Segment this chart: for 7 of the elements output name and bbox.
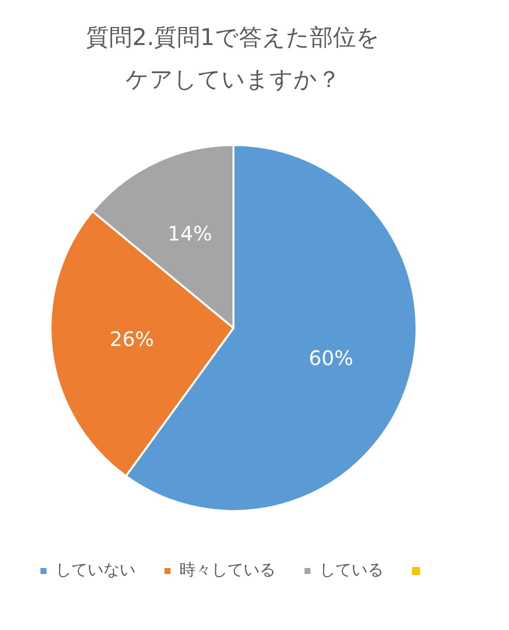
data-label: 26% [110, 327, 154, 352]
data-label: 14% [168, 221, 212, 246]
chart-title: 質問2.質問1で答えた部位をケアしていますか？ [85, 24, 381, 95]
legend-label: 時々している [180, 560, 276, 580]
legend-label: している [320, 560, 384, 580]
data-label: 60% [308, 346, 354, 370]
legend-label: していない [56, 560, 136, 580]
